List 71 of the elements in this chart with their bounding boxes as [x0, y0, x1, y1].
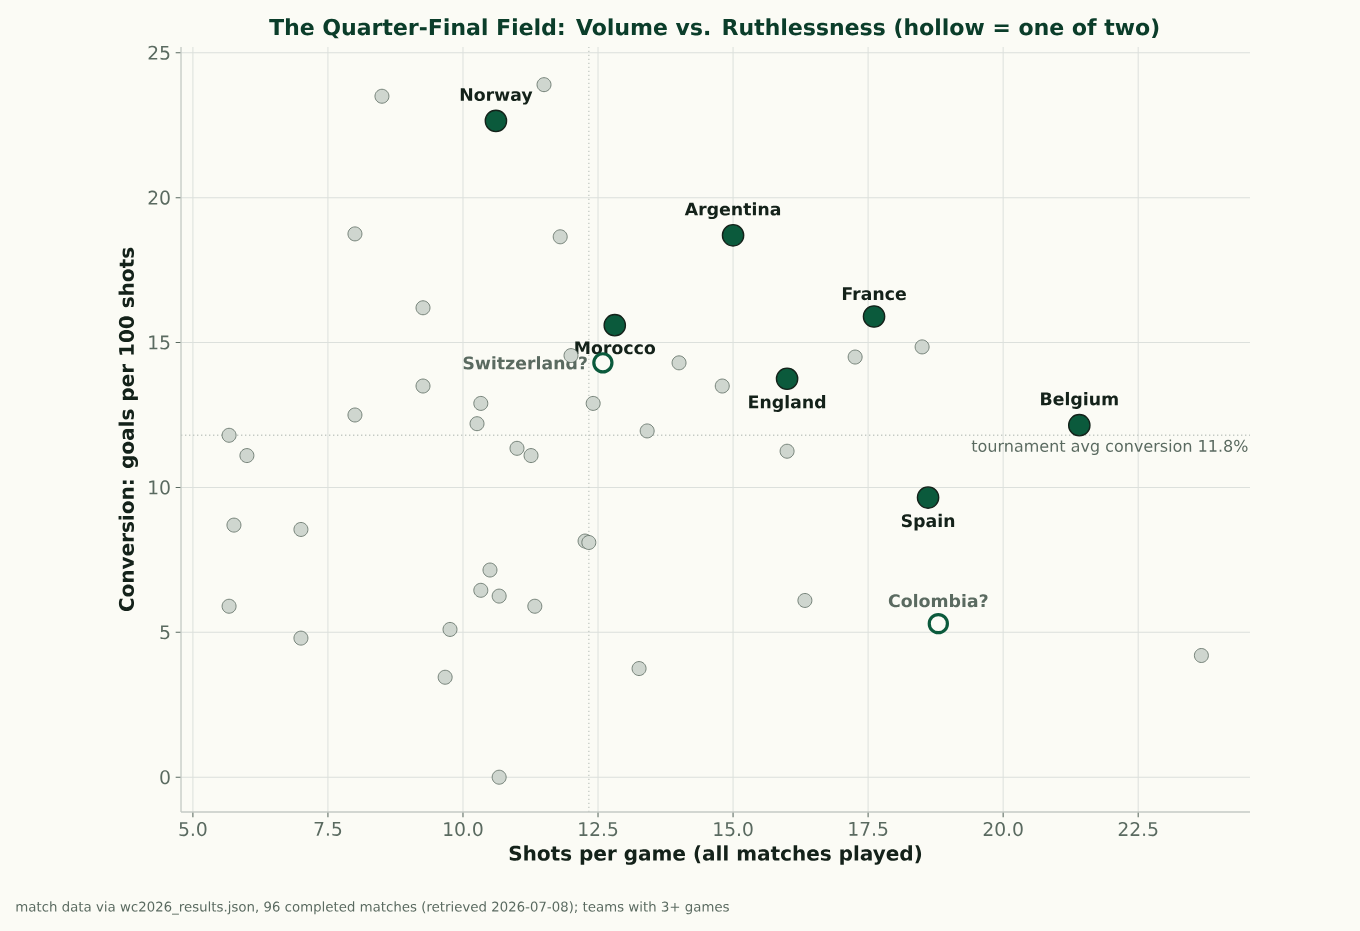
y-tick-label: 20: [148, 190, 170, 205]
annotation: France: [842, 287, 906, 301]
y-tick-label: 15: [149, 335, 170, 350]
point: [491, 588, 507, 604]
x-tick-label: 12.5: [579, 822, 618, 837]
annotation: Spain: [901, 513, 955, 531]
point: [442, 622, 458, 637]
annotation: Argentina: [684, 202, 781, 220]
annotation: England: [749, 395, 826, 412]
point: [1193, 648, 1209, 663]
point: [916, 486, 940, 509]
point: [415, 300, 431, 316]
point: [437, 669, 453, 685]
point: [221, 427, 237, 443]
point: [585, 396, 601, 411]
annotation: Belgium: [1041, 391, 1118, 409]
point: [1067, 413, 1091, 437]
point: [779, 443, 795, 459]
point: [671, 355, 687, 371]
point: [239, 448, 255, 463]
point: [469, 416, 485, 432]
point: [509, 440, 525, 456]
point: [473, 582, 489, 598]
y-axis-title: Conversion: goals per 100 shots: [118, 247, 139, 612]
y-tick-label: 25: [148, 45, 170, 60]
x-tick-label: 5.0: [179, 822, 207, 837]
point: [226, 517, 242, 533]
annotation: Switzerland?: [463, 356, 587, 370]
point: [473, 396, 489, 411]
x-tick-label: 22.5: [1118, 822, 1158, 837]
point: [914, 339, 930, 355]
point: [347, 226, 363, 242]
x-tick-label: 17.5: [849, 822, 888, 836]
annotation: Norway: [460, 88, 533, 105]
y-tick-label: 0: [160, 770, 170, 785]
x-axis-title: Shots per game (all matches played): [509, 845, 922, 865]
text: match data via wc2026_results.json, 96 completed matches (retrieved 2026-07-08); teams with 3+ games: [16, 901, 729, 915]
point: [415, 378, 431, 394]
point: [862, 305, 886, 328]
point: [581, 535, 597, 550]
point: [536, 77, 552, 93]
x-tick-label: 20.0: [983, 822, 1023, 837]
ref-line-label: tournament avg conversion 11.8%: [971, 439, 1248, 456]
point: [347, 407, 363, 423]
point: [221, 598, 237, 614]
point: [293, 630, 309, 646]
y-tick-label: 5: [160, 625, 170, 640]
point: [714, 378, 730, 394]
point: [491, 769, 507, 785]
annotation: Colombia?: [888, 593, 988, 608]
annotation: Morocco: [575, 341, 656, 355]
point: [797, 593, 813, 608]
y-tick-label: 10: [149, 480, 170, 495]
point: [721, 224, 745, 247]
point: [775, 367, 799, 391]
point: [482, 562, 498, 578]
point: [603, 313, 627, 337]
point: [847, 349, 863, 365]
point: [293, 522, 309, 537]
point: [552, 229, 568, 245]
point: [927, 612, 949, 635]
point: [527, 598, 543, 614]
x-tick-label: 15.0: [714, 822, 753, 837]
point: [374, 88, 390, 104]
point: [523, 448, 539, 463]
chart-title: The Quarter-Final Field: Volume vs. Ruthlessness (hollow = one of two): [269, 18, 1159, 39]
point: [639, 423, 655, 439]
x-tick-label: 10.0: [444, 822, 483, 837]
point: [484, 109, 508, 133]
point: [631, 661, 647, 676]
x-tick-label: 7.5: [314, 822, 342, 836]
